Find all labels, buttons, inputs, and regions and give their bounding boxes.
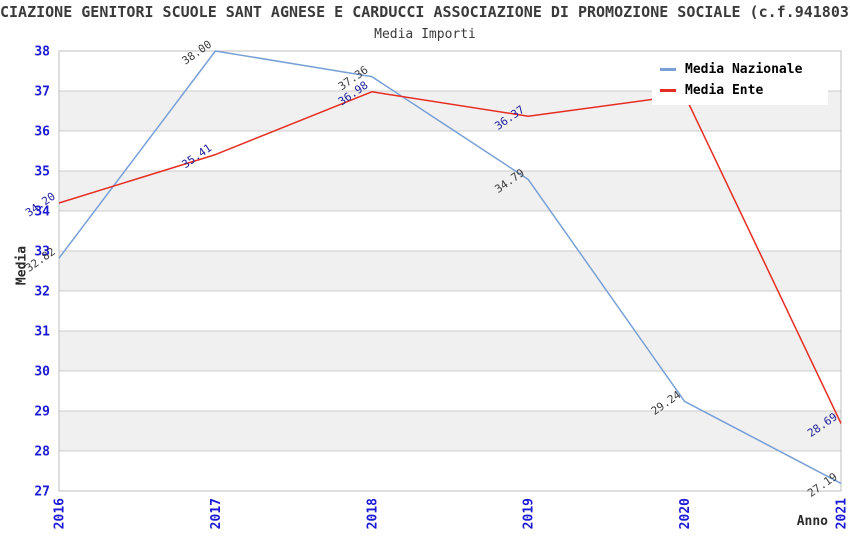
x-tick-label: 2018 bbox=[365, 498, 380, 529]
x-tick-label: 2021 bbox=[835, 498, 850, 529]
plot-band bbox=[59, 171, 841, 211]
x-tick-label: 2019 bbox=[522, 498, 537, 529]
x-tick-label: 2017 bbox=[209, 498, 224, 529]
y-tick-label: 27 bbox=[34, 485, 50, 500]
y-tick-label: 33 bbox=[34, 245, 50, 260]
x-tick-label: 2020 bbox=[678, 498, 693, 529]
x-tick-label: 2016 bbox=[53, 498, 68, 529]
plot-band bbox=[59, 291, 841, 331]
y-tick-label: 34 bbox=[34, 205, 50, 220]
plot-band bbox=[59, 451, 841, 491]
y-tick-label: 32 bbox=[34, 285, 50, 300]
plot-band bbox=[59, 131, 841, 171]
y-tick-label: 38 bbox=[34, 45, 50, 60]
plot-band bbox=[59, 371, 841, 411]
y-tick-label: 36 bbox=[34, 125, 50, 140]
series-line bbox=[58, 50, 842, 485]
chart-subtitle: Media Importi bbox=[374, 27, 476, 42]
y-axis-title: Media bbox=[14, 245, 30, 286]
x-axis-title: Anno bbox=[796, 514, 828, 529]
legend-swatch-media-nazionale bbox=[660, 68, 676, 71]
plot-band bbox=[59, 211, 841, 251]
legend: Media Nazionale Media Ente bbox=[652, 55, 828, 105]
plot-band bbox=[59, 331, 841, 371]
plot-band bbox=[59, 411, 841, 451]
legend-item-media-nazionale: Media Nazionale bbox=[660, 59, 822, 80]
y-tick-label: 37 bbox=[34, 85, 50, 100]
legend-item-media-ente: Media Ente bbox=[660, 80, 822, 101]
y-tick-label: 31 bbox=[34, 325, 50, 340]
plot-border bbox=[58, 50, 842, 492]
y-tick-label: 28 bbox=[34, 445, 50, 460]
plot-band bbox=[59, 251, 841, 291]
chart-title: CIAZIONE GENITORI SCUOLE SANT AGNESE E C… bbox=[0, 3, 850, 21]
y-tick-label: 29 bbox=[34, 405, 50, 420]
y-tick-label: 30 bbox=[34, 365, 50, 380]
y-tick-label: 35 bbox=[34, 165, 50, 180]
legend-label-media-ente: Media Ente bbox=[685, 83, 764, 98]
legend-swatch-media-ente bbox=[660, 89, 676, 92]
legend-label-media-nazionale: Media Nazionale bbox=[685, 62, 803, 77]
series-line bbox=[58, 91, 842, 424]
